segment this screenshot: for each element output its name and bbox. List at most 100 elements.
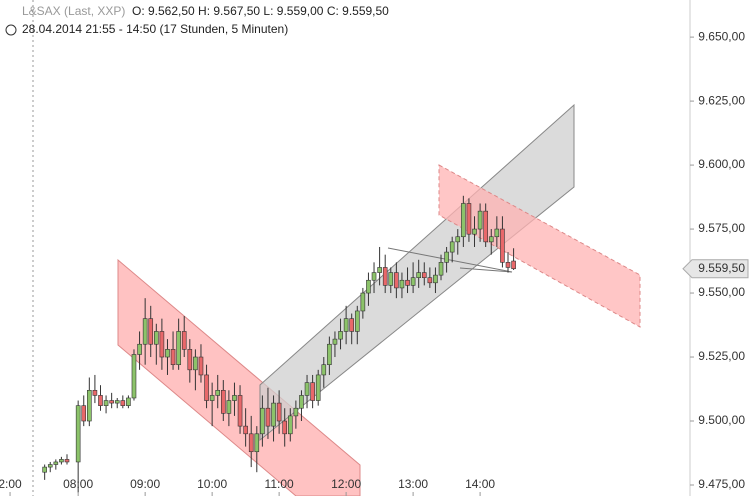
candle-body xyxy=(310,382,315,401)
candle-body xyxy=(488,236,494,243)
candle-body xyxy=(75,405,81,463)
candle-body xyxy=(237,395,243,427)
candle-body xyxy=(126,397,131,406)
x-tick-label: 12:00 xyxy=(331,477,361,491)
candle-body xyxy=(87,389,92,422)
candle-body xyxy=(410,277,416,286)
candle-body xyxy=(260,407,265,435)
candle-body xyxy=(354,310,360,332)
candle-body xyxy=(92,389,98,396)
y-tick-label: 9.625,00 xyxy=(698,93,745,107)
candle-body xyxy=(232,395,237,401)
candle-body xyxy=(215,389,221,396)
candle-body xyxy=(500,228,505,263)
clock-icon xyxy=(5,24,17,36)
candle-body xyxy=(366,279,371,294)
candle-body xyxy=(287,415,293,435)
candle-body xyxy=(382,267,388,286)
candle-body xyxy=(221,389,226,414)
candle-body xyxy=(444,251,449,263)
candle-body xyxy=(254,433,260,453)
candle-body xyxy=(47,464,53,468)
candle-body xyxy=(394,272,399,289)
last-price-tag xyxy=(682,259,749,279)
candle-body xyxy=(338,331,343,340)
x-tick-label: 2:00 xyxy=(0,477,22,491)
x-tick-label: 13:00 xyxy=(398,477,428,491)
candle-body xyxy=(377,267,382,273)
candle-body xyxy=(293,407,299,417)
candle-body xyxy=(433,274,438,284)
candle-body xyxy=(114,400,120,404)
candle-body xyxy=(421,272,427,278)
candle-body xyxy=(131,354,137,399)
candle-body xyxy=(159,331,165,358)
down-channel xyxy=(438,164,641,328)
candle-body xyxy=(349,318,354,332)
candle-body xyxy=(455,236,461,243)
trend-line xyxy=(387,247,513,273)
candle-body xyxy=(170,349,176,366)
y-tick-label: 9.500,00 xyxy=(698,413,745,427)
y-tick-label: 9.525,00 xyxy=(698,349,745,363)
candle-body xyxy=(399,279,405,289)
candle-body xyxy=(343,318,349,332)
candle-body xyxy=(299,395,304,409)
x-tick-label: 10:00 xyxy=(197,477,227,491)
candle-body xyxy=(142,318,148,345)
candle-body xyxy=(332,338,338,345)
candle-body xyxy=(64,459,70,463)
candle-body xyxy=(315,374,321,401)
candle-body xyxy=(472,228,477,235)
candle-body xyxy=(327,343,332,366)
candle-body xyxy=(405,279,410,286)
candle-body xyxy=(271,402,276,427)
candle-body xyxy=(209,395,215,401)
candle-body xyxy=(204,374,209,401)
candle-body xyxy=(53,461,59,465)
period: 28.04.2014 21:55 - 14:50 (17 Stunden, 5 … xyxy=(22,22,288,36)
candle-body xyxy=(154,331,159,345)
candle-body xyxy=(109,400,114,404)
candle-body xyxy=(198,356,204,376)
candle-body xyxy=(226,400,232,414)
candle-body xyxy=(98,395,103,406)
last-price-label: 9.559,50 xyxy=(698,261,745,275)
plot-area xyxy=(42,195,516,493)
candle-body xyxy=(81,405,87,422)
candle-body xyxy=(265,407,271,427)
candle-body xyxy=(461,203,466,238)
candle-body xyxy=(59,459,64,463)
candle-body xyxy=(388,272,394,286)
candle-body xyxy=(477,210,483,230)
candle-body xyxy=(248,433,254,453)
candle-body xyxy=(483,210,488,243)
candle-body xyxy=(321,364,327,376)
candle-body xyxy=(360,292,366,312)
symbol: L&SAX (Last, XXP) xyxy=(22,4,125,18)
candle-body xyxy=(304,382,310,396)
candle-body xyxy=(42,466,47,473)
x-tick-label: 11:00 xyxy=(265,477,294,491)
candle-body xyxy=(511,260,516,270)
candle-body xyxy=(427,277,433,284)
candle-body xyxy=(120,400,126,406)
candle-body xyxy=(243,425,248,435)
x-tick-label: 08:00 xyxy=(63,477,93,491)
candle-body xyxy=(187,349,193,371)
trend-line xyxy=(459,267,513,273)
candle-body xyxy=(416,272,421,278)
candle-body xyxy=(438,262,444,276)
y-tick-label: 9.650,00 xyxy=(698,29,745,43)
y-tick-label: 9.475,00 xyxy=(698,477,745,491)
candle-body xyxy=(181,331,187,350)
candle-body xyxy=(449,241,455,253)
candle-body xyxy=(494,228,500,238)
candle-body xyxy=(193,356,198,371)
y-tick-label: 9.575,00 xyxy=(698,221,745,235)
candle-body xyxy=(148,318,154,345)
candle-body xyxy=(103,400,109,406)
y-tick-label: 9.550,00 xyxy=(698,285,745,299)
candle-body xyxy=(282,420,288,435)
